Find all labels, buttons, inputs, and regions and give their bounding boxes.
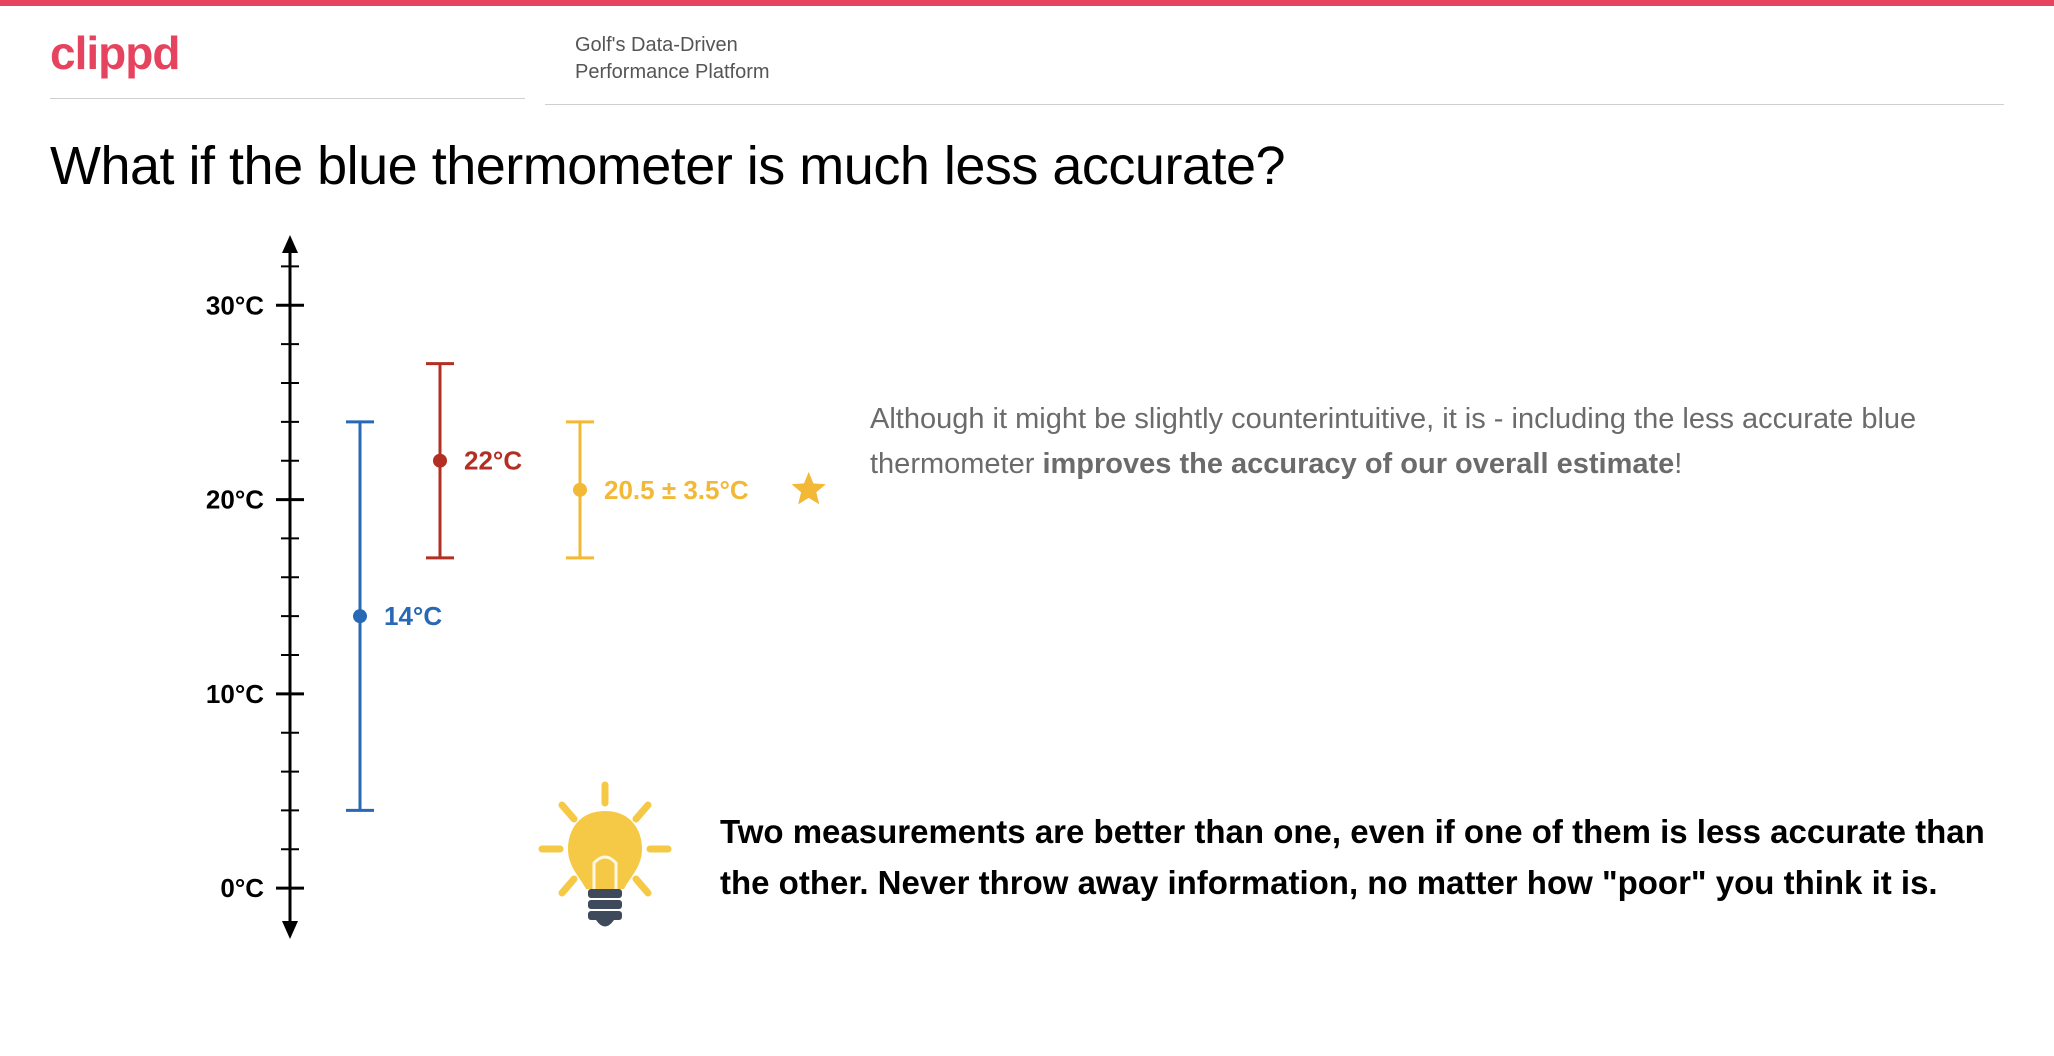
tagline-block: Golf's Data-Driven Performance Platform	[545, 26, 2004, 105]
svg-text:14°C: 14°C	[384, 601, 442, 631]
page-title: What if the blue thermometer is much les…	[0, 105, 2054, 207]
annotation-post: !	[1674, 448, 1682, 480]
svg-text:22°C: 22°C	[464, 446, 522, 476]
content-area: 0°C 10°C 20°C 30°C 14°C 22°C 20.5 ± 3.5°C Alth…	[0, 207, 2054, 987]
lesson-block: Two measurements are better than one, ev…	[530, 777, 1990, 937]
lesson-text: Two measurements are better than one, ev…	[720, 806, 1990, 908]
svg-text:0°C: 0°C	[220, 873, 264, 903]
lightbulb-icon	[530, 777, 680, 937]
brand-logo: clippd	[50, 26, 525, 80]
tagline-line2: Performance Platform	[575, 59, 2004, 86]
header: clippd Golf's Data-Driven Performance Pl…	[0, 6, 2054, 105]
svg-text:10°C: 10°C	[206, 679, 264, 709]
svg-text:20°C: 20°C	[206, 485, 264, 515]
svg-text:20.5 ± 3.5°C: 20.5 ± 3.5°C	[604, 475, 749, 505]
annotation-text: Although it might be slightly counterint…	[870, 397, 1950, 487]
annotation-bold: improves the accuracy of our overall est…	[1042, 448, 1674, 480]
logo-block: clippd	[50, 26, 525, 99]
svg-text:30°C: 30°C	[206, 290, 264, 320]
tagline-line1: Golf's Data-Driven	[575, 32, 2004, 59]
